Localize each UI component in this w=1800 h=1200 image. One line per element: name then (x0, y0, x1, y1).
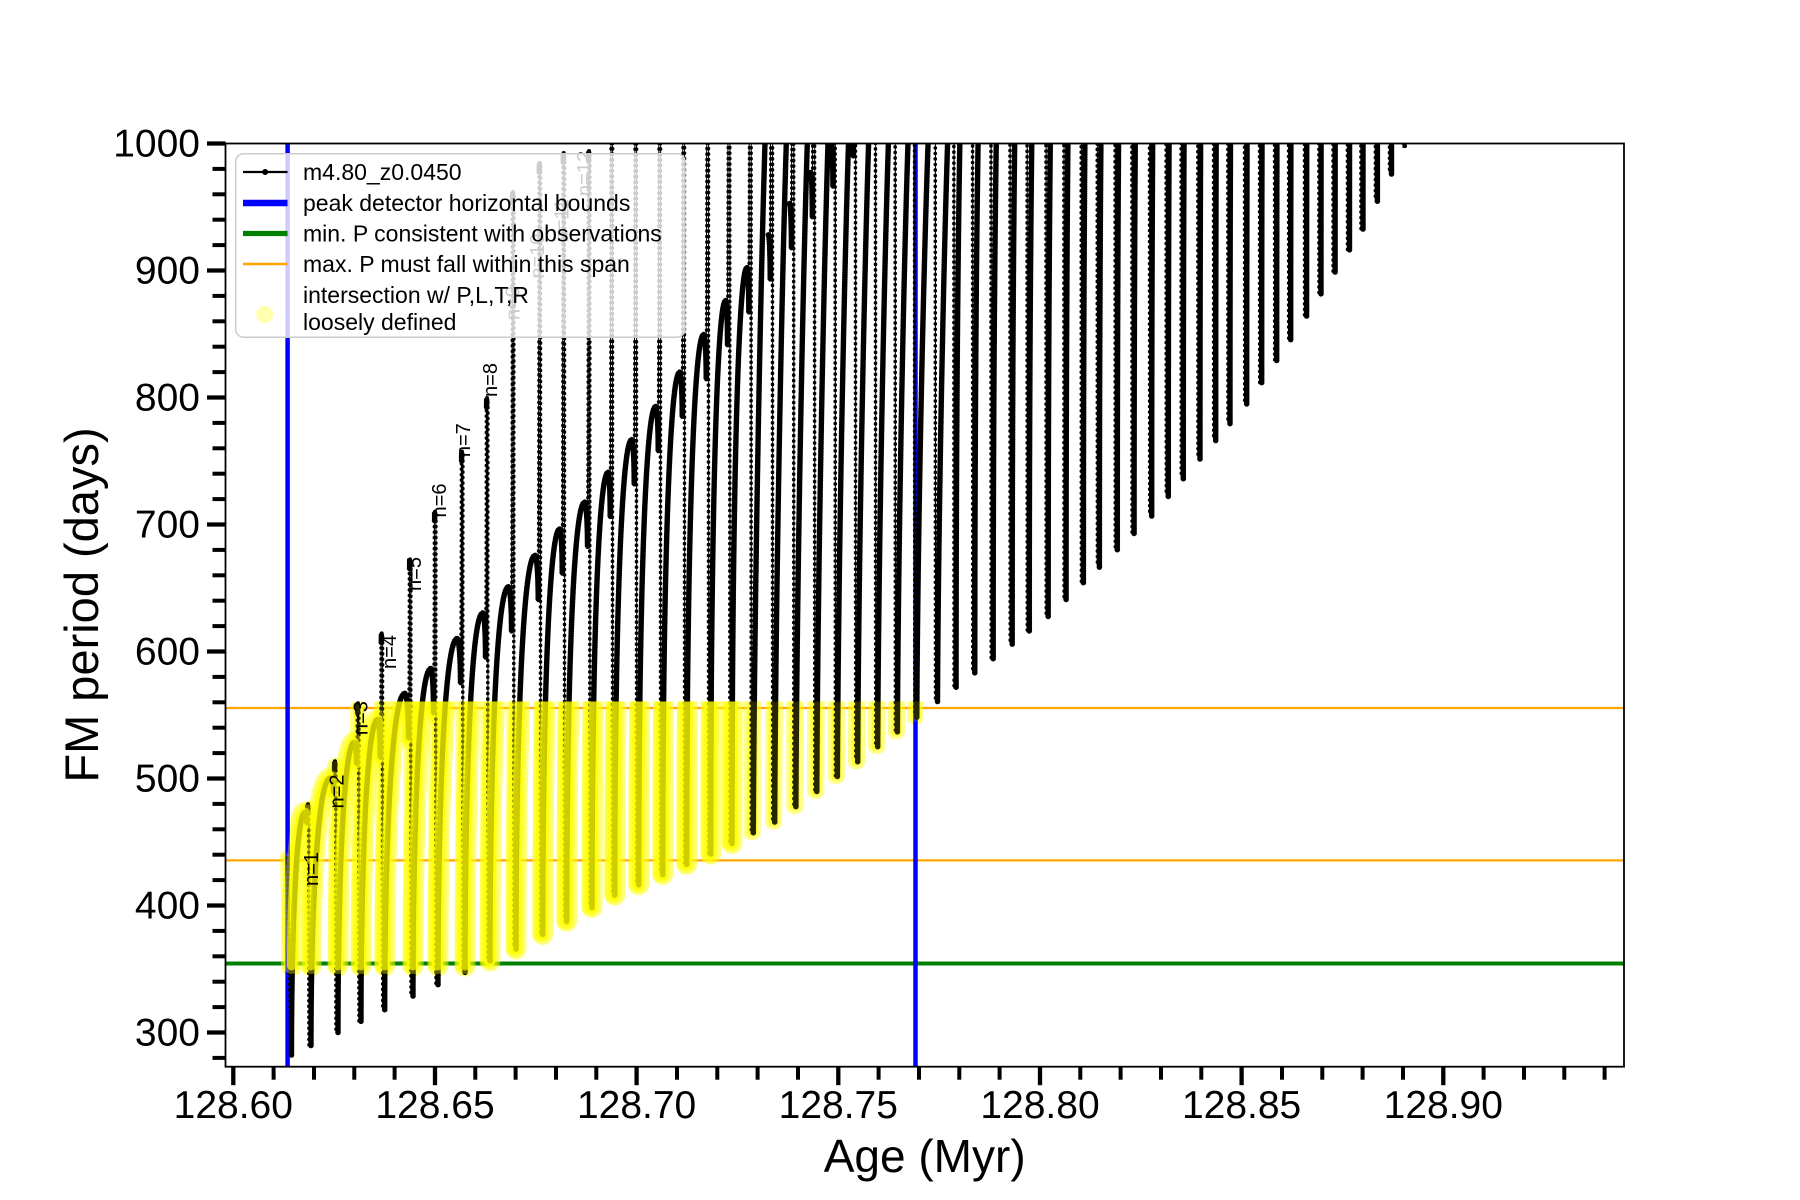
svg-text:min. P consistent with observa: min. P consistent with observations (303, 221, 662, 247)
svg-text:n=3: n=3 (351, 701, 373, 735)
svg-text:900: 900 (135, 250, 200, 293)
svg-text:peak detector horizontal bound: peak detector horizontal bounds (303, 190, 630, 216)
svg-text:n=5: n=5 (404, 557, 426, 591)
svg-text:n=4: n=4 (379, 635, 401, 669)
svg-text:800: 800 (135, 377, 200, 420)
svg-text:700: 700 (135, 504, 200, 547)
svg-text:128.80: 128.80 (980, 1084, 1099, 1127)
svg-text:1000: 1000 (113, 123, 200, 166)
svg-text:600: 600 (135, 631, 200, 674)
svg-text:300: 300 (135, 1012, 200, 1055)
svg-text:Age (Myr): Age (Myr) (824, 1130, 1026, 1182)
svg-text:400: 400 (135, 885, 200, 928)
svg-text:128.60: 128.60 (174, 1084, 293, 1127)
svg-text:loosely defined: loosely defined (303, 309, 456, 335)
svg-text:128.75: 128.75 (779, 1084, 898, 1127)
svg-text:n=7: n=7 (453, 423, 475, 457)
svg-text:n=1: n=1 (301, 852, 323, 886)
svg-text:n=6: n=6 (429, 484, 451, 518)
svg-text:n=2: n=2 (327, 775, 349, 809)
svg-text:FM period (days): FM period (days) (55, 427, 108, 782)
svg-text:max. P must fall within this s: max. P must fall within this span (303, 251, 630, 277)
svg-text:n=8: n=8 (480, 363, 502, 397)
svg-text:500: 500 (135, 758, 200, 801)
svg-text:m4.80_z0.0450: m4.80_z0.0450 (303, 159, 462, 185)
svg-text:128.70: 128.70 (577, 1084, 696, 1127)
svg-text:128.90: 128.90 (1384, 1084, 1503, 1127)
svg-text:intersection w/ P,L,T,R: intersection w/ P,L,T,R (303, 282, 529, 308)
svg-text:128.65: 128.65 (375, 1084, 494, 1127)
svg-text:128.85: 128.85 (1182, 1084, 1301, 1127)
